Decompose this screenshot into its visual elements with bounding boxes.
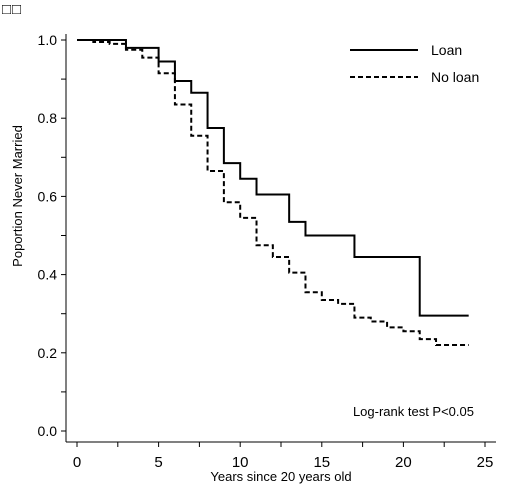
x-tick-label: 10 xyxy=(232,454,249,471)
series-line-no-loan xyxy=(77,39,469,346)
annotation-logrank: Log-rank test P<0.05 xyxy=(353,404,474,419)
corner-mark: □□ xyxy=(2,1,23,18)
legend-label-loan: Loan xyxy=(431,42,462,58)
y-tick-label: 0.8 xyxy=(38,110,58,126)
x-tick-label: 20 xyxy=(395,454,412,471)
x-tick-label: 25 xyxy=(477,454,494,471)
y-tick-label: 0.6 xyxy=(38,188,58,204)
x-axis-label: Years since 20 years old xyxy=(210,469,351,484)
x-tick-label: 5 xyxy=(154,454,162,471)
legend-label-no-loan: No loan xyxy=(431,69,479,85)
axes: 0.0 0.2 0.4 0.6 0.8 1.0 0 5 10 15 20 25 xyxy=(38,32,496,471)
y-axis-label: Poportion Never Married xyxy=(10,125,25,267)
y-tick-label: 0.0 xyxy=(38,423,58,439)
x-tick-label: 0 xyxy=(73,454,81,471)
y-tick-label: 0.4 xyxy=(38,267,58,283)
series-line-loan xyxy=(77,39,469,317)
legend: Loan No loan xyxy=(350,42,479,85)
y-tick-label: 0.2 xyxy=(38,345,58,361)
series-layer xyxy=(77,39,469,346)
y-tick-label: 1.0 xyxy=(38,32,58,48)
x-tick-label: 15 xyxy=(313,454,330,471)
